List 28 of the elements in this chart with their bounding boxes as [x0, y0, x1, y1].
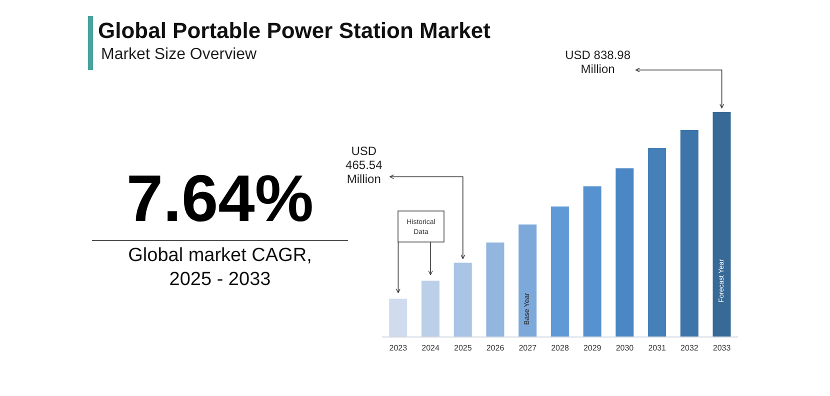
bar	[454, 262, 472, 337]
x-tick-label: 2033	[712, 344, 732, 353]
text: Market Size Overview	[101, 46, 257, 64]
bar	[389, 298, 408, 337]
x-tick-label: 2027	[518, 344, 538, 353]
x-tick-label: 2024	[422, 344, 440, 353]
text: 7.64%	[126, 161, 314, 235]
x-tick-label: 2031	[648, 344, 667, 353]
x-tick-label: 2026	[486, 344, 505, 353]
bar	[712, 112, 731, 337]
chart-title: Global Portable Power Station Market	[98, 18, 490, 44]
x-tick-label: 2025	[454, 344, 472, 353]
x-tick-label: 2028	[551, 344, 570, 353]
bar	[648, 148, 666, 337]
text: Global market CAGR, 2025 - 2033	[127, 244, 313, 292]
bar	[421, 280, 440, 337]
x-tick-label: 2023	[389, 344, 408, 353]
bar	[486, 242, 504, 337]
bar	[550, 206, 569, 337]
x-tick-label: 2032	[680, 344, 699, 353]
x-tick-label: 2030	[616, 344, 634, 353]
bar	[518, 224, 537, 337]
bar	[680, 130, 698, 337]
x-tick-label: 2029	[583, 344, 602, 353]
annotation: USD 838.98 Million	[565, 48, 631, 76]
annotation: USD 465.54 Million	[346, 144, 383, 186]
bar	[616, 168, 634, 337]
bar	[583, 186, 602, 337]
